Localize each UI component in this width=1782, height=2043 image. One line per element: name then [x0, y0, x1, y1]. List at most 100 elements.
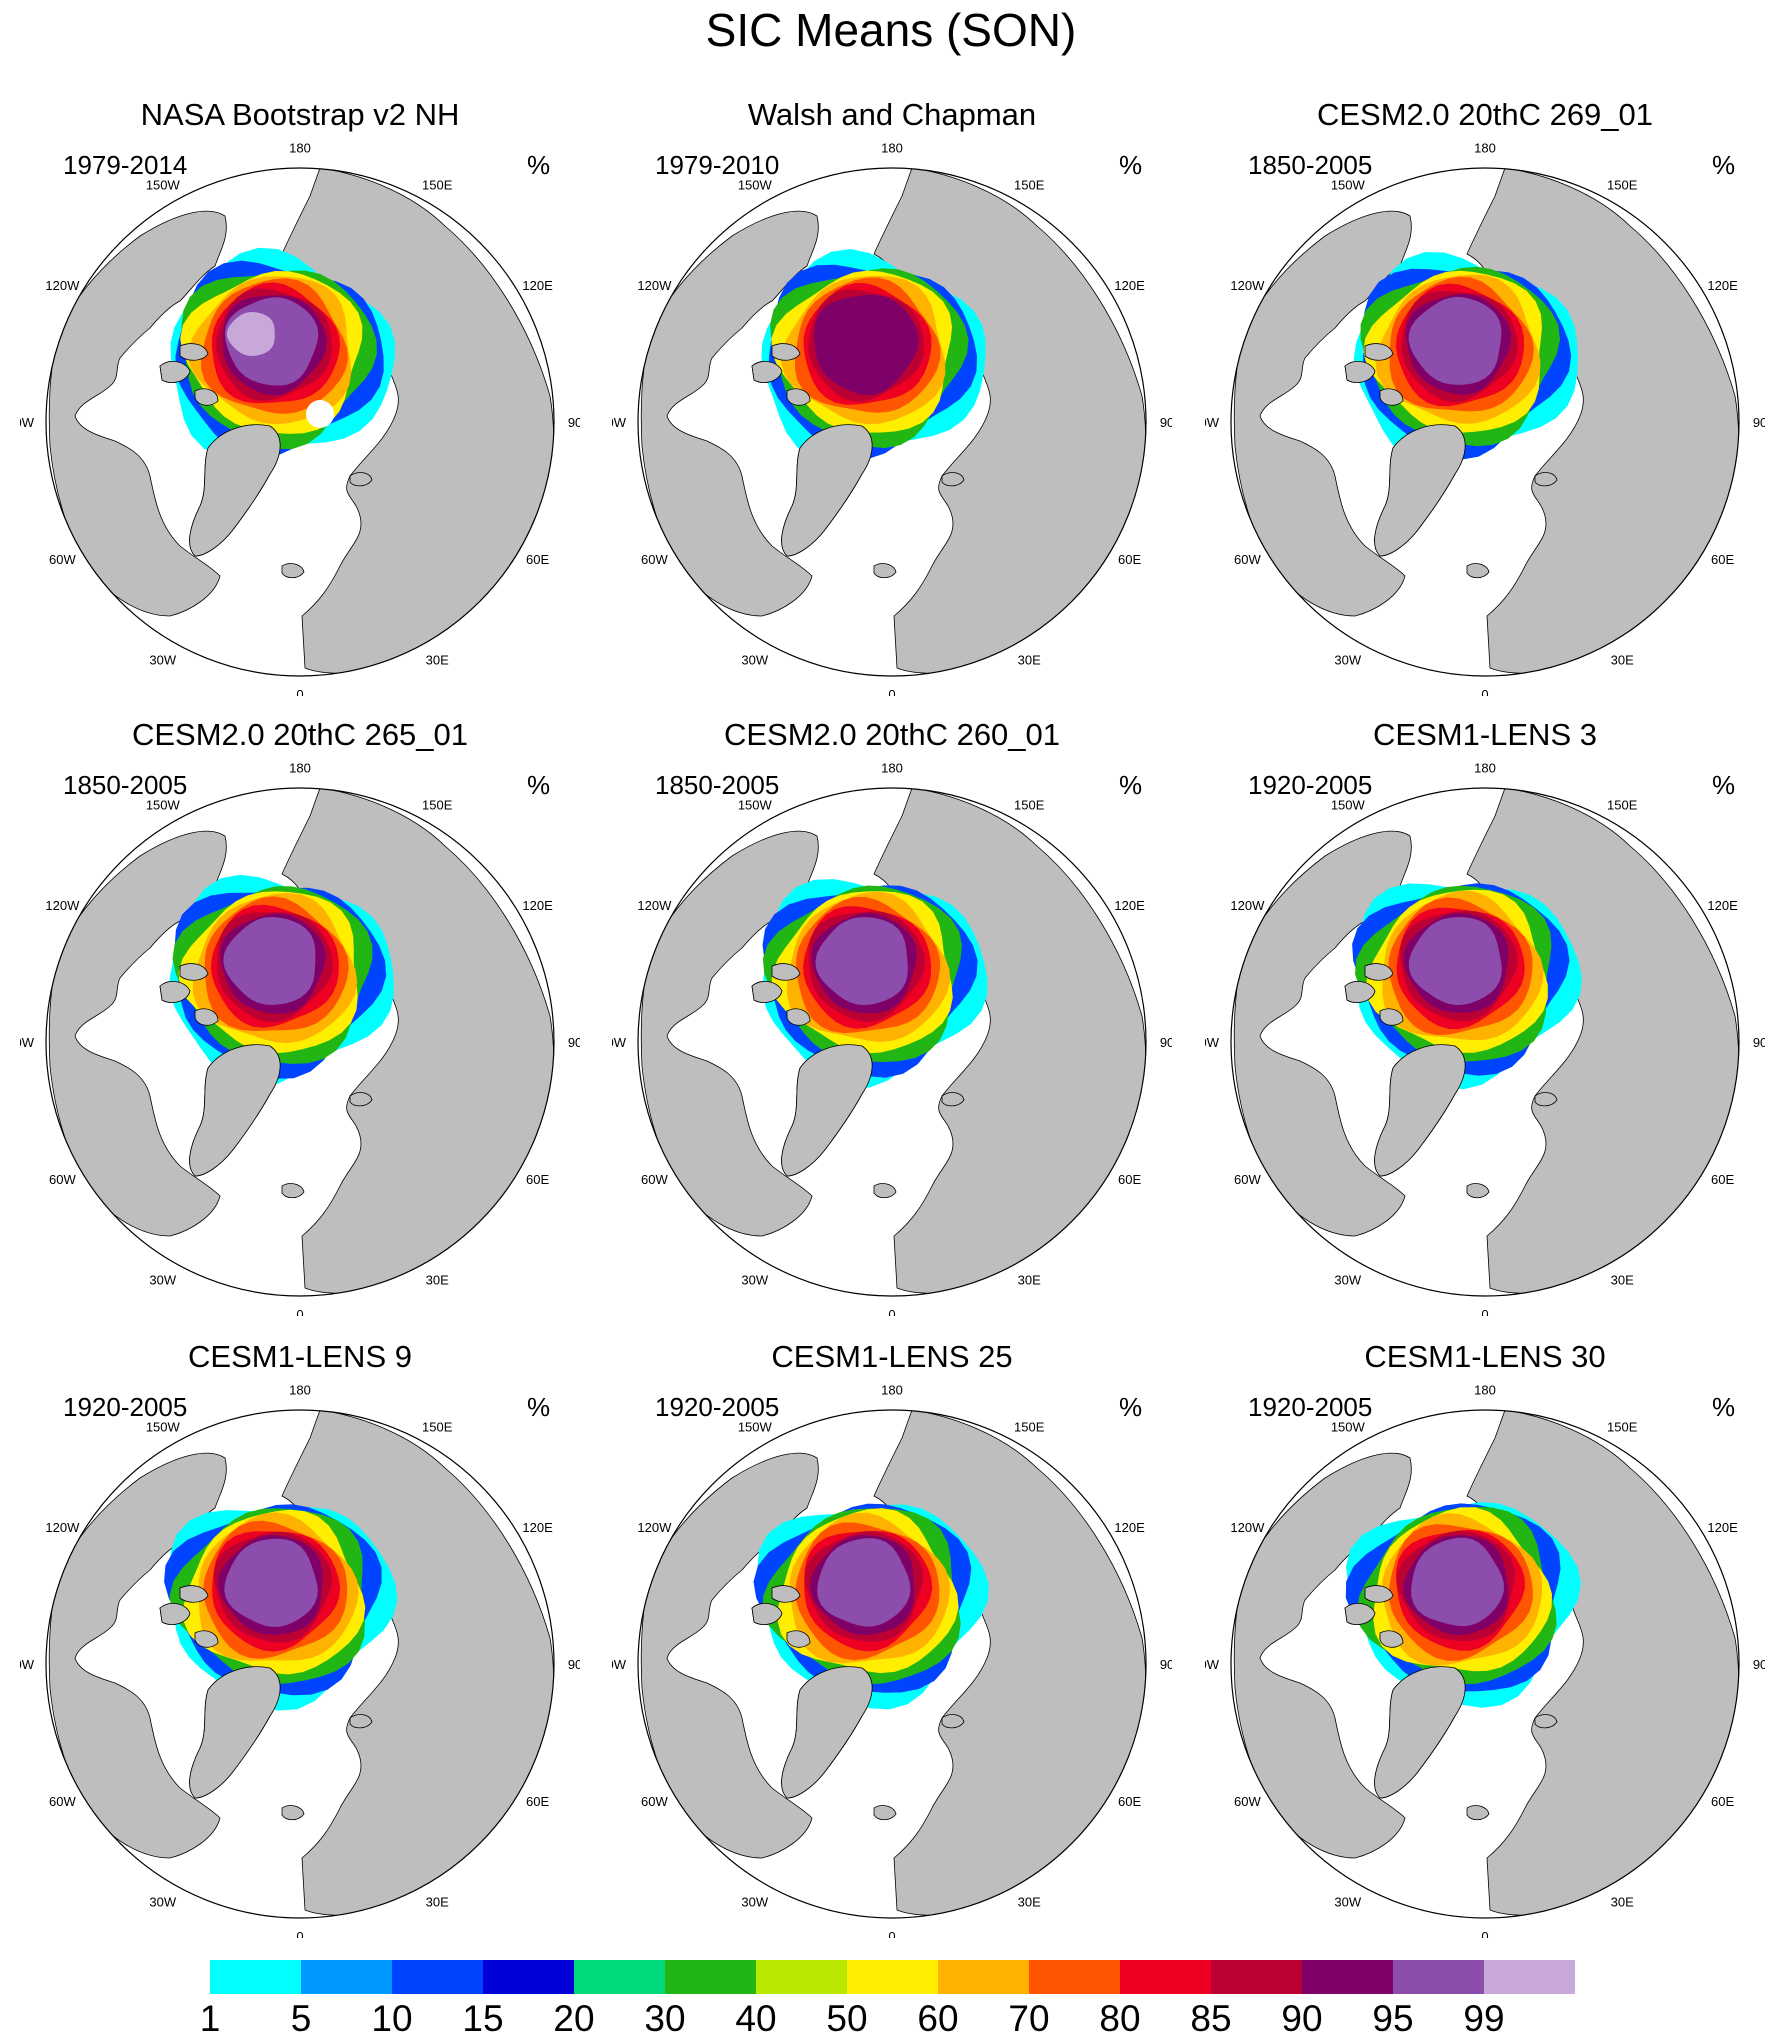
colorbar-tick-label: 10	[371, 1998, 413, 2039]
longitude-label: 60W	[49, 552, 76, 567]
longitude-label: 30E	[1611, 1273, 1634, 1288]
longitude-label: 30E	[426, 1895, 449, 1910]
sea-ice-contour	[224, 1538, 318, 1627]
longitude-label: 0	[296, 687, 303, 696]
sea-ice-contour	[223, 917, 316, 1005]
longitude-label: 60W	[49, 1172, 76, 1187]
panel-units: %	[1119, 150, 1143, 180]
longitude-label: 0	[296, 1307, 303, 1316]
colorbar-swatch	[847, 1960, 938, 1994]
sea-ice-contour	[817, 1538, 911, 1627]
longitude-label: 120E	[1114, 898, 1145, 913]
map-panel: 180 150E 120E 90E 60E 30E 0 30W 60W 90W 120W 150W CE…	[612, 1338, 1172, 1938]
land-mass	[1466, 1183, 1490, 1199]
longitude-label: 60W	[641, 1172, 668, 1187]
colorbar-tick-label: 50	[826, 1998, 868, 2039]
land-mass	[1534, 472, 1558, 487]
longitude-label: 30W	[741, 1273, 768, 1288]
longitude-label: 60E	[1118, 1794, 1141, 1809]
longitude-label: 150E	[1607, 177, 1638, 192]
longitude-label: 30E	[426, 1273, 449, 1288]
colorbar-tick-label: 40	[735, 1998, 777, 2039]
map-panel: 180 150E 120E 90E 60E 30E 0 30W 60W 90W 120W 150W CE…	[1205, 96, 1765, 696]
map-panel: 180 150E 120E 90E 60E 30E 0 30W 60W 90W 120W 150W CE…	[612, 716, 1172, 1316]
colorbar-tick-label: 70	[1008, 1998, 1050, 2039]
panel-title: CESM2.0 20thC 269_01	[1316, 97, 1654, 132]
colorbar-tick-label: 5	[290, 1998, 312, 2039]
land-mass	[1466, 563, 1490, 579]
longitude-label: 90W	[612, 1657, 627, 1672]
colorbar-swatch	[1211, 1960, 1302, 1994]
map-boundary	[637, 1409, 1147, 1919]
longitude-label: 120E	[1114, 278, 1145, 293]
colorbar-tick-label: 30	[644, 1998, 686, 2039]
panel-title: CESM1-LENS 25	[771, 1339, 1013, 1374]
sea-ice-contour	[226, 312, 275, 356]
colorbar-tick-label: 80	[1099, 1998, 1141, 2039]
sea-ice-contour	[1408, 296, 1502, 385]
longitude-label: 0	[296, 1929, 303, 1938]
longitude-label: 150E	[1607, 797, 1638, 812]
longitude-label: 120E	[1707, 278, 1738, 293]
panel-period: 1850-2005	[1248, 150, 1373, 180]
longitude-label: 30W	[741, 1895, 768, 1910]
longitude-label: 30E	[1018, 1895, 1041, 1910]
panel-units: %	[527, 150, 551, 180]
longitude-label: 150W	[146, 177, 181, 192]
longitude-label: 60W	[641, 1794, 668, 1809]
longitude-label: 150W	[146, 1419, 181, 1434]
sea-ice-contour	[1411, 1537, 1504, 1627]
longitude-label: 180	[1474, 141, 1496, 156]
land-mass	[1534, 1714, 1558, 1729]
longitude-label: 180	[881, 1383, 903, 1398]
longitude-label: 90E	[568, 415, 580, 430]
longitude-label: 120W	[45, 898, 80, 913]
colorbar-tick-label: 95	[1372, 1998, 1414, 2039]
colorbar-tick-label: 1	[199, 1998, 221, 2039]
longitude-label: 90E	[1160, 1035, 1172, 1050]
longitude-label: 120W	[637, 278, 672, 293]
pole-hole	[306, 400, 334, 428]
panel-units: %	[1712, 150, 1736, 180]
longitude-label: 30E	[1018, 653, 1041, 668]
land-mass	[281, 1183, 305, 1199]
colorbar-swatch	[1120, 1960, 1211, 1994]
longitude-label: 120W	[1230, 898, 1265, 913]
map-boundary	[45, 787, 555, 1297]
longitude-label: 120E	[522, 1520, 553, 1535]
longitude-label: 30E	[426, 653, 449, 668]
longitude-label: 120W	[637, 1520, 672, 1535]
longitude-label: 90W	[612, 415, 627, 430]
land-mass	[281, 563, 305, 579]
panel-title: NASA Bootstrap v2 NH	[140, 97, 460, 132]
figure-title: SIC Means (SON)	[705, 4, 1077, 56]
longitude-label: 60E	[1711, 1172, 1734, 1187]
longitude-label: 120W	[45, 278, 80, 293]
colorbar-swatch	[1029, 1960, 1120, 1994]
polar-map: 180 150E 120E 90E 60E 30E 0 30W 60W 90W 120W 150W	[612, 141, 1172, 696]
land-mass	[873, 1805, 897, 1821]
polar-map: 180 150E 120E 90E 60E 30E 0 30W 60W 90W 120W 150W	[612, 761, 1172, 1316]
panel-title: CESM1-LENS 9	[188, 1339, 412, 1374]
longitude-label: 120E	[522, 898, 553, 913]
colorbar-tick-label: 99	[1463, 1998, 1505, 2039]
longitude-label: 120W	[1230, 1520, 1265, 1535]
panel-units: %	[1119, 770, 1143, 800]
longitude-label: 120E	[522, 278, 553, 293]
colorbar-swatch	[574, 1960, 665, 1994]
colorbar-tick-label: 90	[1281, 1998, 1323, 2039]
longitude-label: 180	[289, 1383, 311, 1398]
colorbar-swatch	[392, 1960, 483, 1994]
longitude-label: 60E	[526, 1794, 549, 1809]
longitude-label: 150W	[738, 177, 773, 192]
longitude-label: 150E	[1014, 177, 1045, 192]
longitude-label: 90E	[1753, 415, 1765, 430]
longitude-label: 30W	[1334, 1273, 1361, 1288]
longitude-label: 150E	[422, 797, 453, 812]
longitude-label: 30W	[149, 653, 176, 668]
land-mass	[349, 1092, 373, 1107]
longitude-label: 0	[1481, 1307, 1488, 1316]
longitude-label: 90E	[1753, 1035, 1765, 1050]
longitude-label: 60W	[1234, 552, 1261, 567]
land-mass	[941, 1092, 965, 1107]
